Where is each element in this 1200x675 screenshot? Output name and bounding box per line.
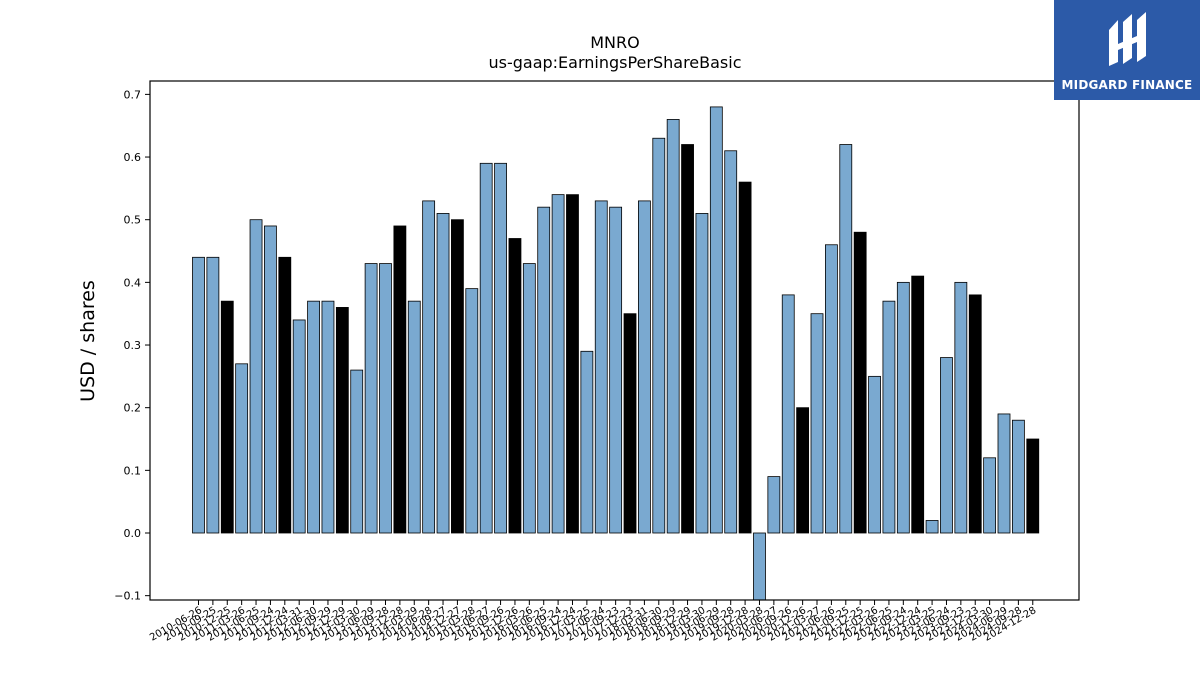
chart-title: MNRO (590, 33, 639, 52)
bar-2023-09-23 (954, 281, 968, 534)
bar-2011-09-24 (264, 225, 277, 534)
bar-2021-09-25 (839, 144, 853, 534)
bar-2011-06-25 (249, 219, 263, 534)
y-axis-label: USD / shares (77, 280, 99, 402)
y-tick-label: −0.1 (114, 590, 141, 603)
x-axis: 2010-06-262010-09-252010-12-252011-03-26… (148, 600, 1038, 644)
bar-2019-09-28 (724, 150, 738, 534)
y-axis: −0.1 0.0 0.1 0.2 0.3 0.4 0.5 0.6 0.7 (114, 88, 150, 603)
bar-2017-03-25 (580, 350, 594, 534)
bar-2019-03-30 (695, 213, 709, 534)
bar-2024-06-29 (997, 413, 1011, 534)
bar-2014-09-27 (436, 213, 450, 534)
bar-2014-06-28 (422, 200, 436, 534)
bar-2010-09-25 (206, 256, 220, 534)
bar-2013-03-30 (350, 369, 364, 534)
bar-2023-06-24 (940, 357, 953, 534)
bar-2016-03-26 (522, 263, 536, 534)
bar-2021-03-27 (810, 313, 824, 534)
bar-2013-09-28 (379, 263, 392, 534)
midgard-finance-logo: MIDGARD FINANCE (1054, 0, 1200, 100)
bar-2022-12-24 (911, 275, 925, 534)
bar-2018-06-30 (652, 137, 666, 534)
bar-2022-03-26 (868, 375, 881, 534)
bar-2017-12-23 (623, 313, 637, 534)
bar-2023-12-23 (968, 294, 982, 534)
bar-2020-03-28 (753, 532, 766, 600)
logo-mark-icon (1109, 12, 1146, 66)
bar-2016-12-24 (566, 194, 579, 534)
y-tick-label: 0.3 (124, 339, 142, 352)
bar-2013-06-29 (364, 263, 378, 534)
bar-2024-09-28 (1011, 419, 1025, 534)
bar-2020-09-26 (781, 294, 795, 534)
bar-2019-06-29 (709, 106, 723, 534)
bar-2011-12-24 (278, 256, 292, 534)
bar-2018-12-29 (681, 144, 694, 534)
bar-2012-06-30 (307, 300, 320, 534)
bar-2020-06-27 (767, 476, 781, 534)
bar-2017-06-24 (594, 200, 608, 534)
bar-2022-06-25 (882, 300, 896, 534)
bar-2013-12-28 (393, 225, 407, 534)
y-tick-label: 0.5 (124, 214, 142, 227)
bar-2016-06-25 (537, 206, 551, 534)
bar-2012-03-31 (292, 319, 306, 534)
brand-name: MIDGARD FINANCE (1061, 78, 1193, 92)
y-tick-label: 0.7 (124, 88, 142, 101)
bars (192, 106, 1040, 600)
bar-2021-06-26 (825, 244, 838, 534)
bar-2010-12-25 (220, 300, 234, 534)
y-tick-label: 0.0 (124, 527, 142, 540)
y-tick-label: 0.6 (124, 151, 142, 164)
plot-frame (149, 80, 1080, 601)
bar-2014-12-27 (451, 219, 464, 534)
bar-2023-03-25 (925, 520, 939, 534)
bar-2016-09-24 (551, 194, 565, 534)
bar-2015-09-26 (494, 162, 507, 534)
bar-2014-03-29 (407, 300, 421, 534)
bar-2024-03-30 (983, 457, 997, 534)
bar-2015-12-26 (508, 238, 522, 534)
bar-2018-03-31 (638, 200, 651, 534)
y-tick-label: 0.1 (124, 464, 142, 477)
bar-2018-09-29 (666, 119, 680, 534)
bar-2012-12-29 (335, 307, 349, 534)
bar-2019-12-28 (738, 181, 752, 534)
bar-2015-03-28 (465, 288, 479, 534)
bar-2011-03-26 (235, 363, 249, 534)
bar-2020-12-26 (796, 407, 810, 534)
bar-2022-09-24 (896, 281, 910, 534)
bar-2024-12-28 (1026, 438, 1040, 534)
y-tick-label: 0.2 (124, 402, 142, 415)
chart-subtitle: us-gaap:EarningsPerShareBasic (488, 53, 741, 72)
bar-2015-06-27 (479, 162, 493, 534)
bar-2021-12-25 (853, 231, 867, 534)
y-tick-label: 0.4 (124, 276, 142, 289)
bar-2012-09-29 (321, 300, 335, 534)
bar-2010-06-26 (192, 256, 205, 534)
bar-2017-09-23 (609, 206, 623, 534)
